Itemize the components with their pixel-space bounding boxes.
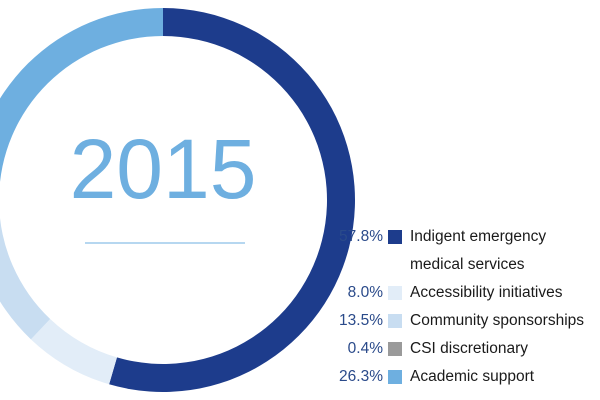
legend-item: 26.3% Academic support [323, 363, 584, 391]
legend-item: 57.8% Indigent emergency medical services [323, 223, 584, 279]
donut-segment [0, 8, 163, 183]
legend-item: 13.5% Community sponsorships [323, 307, 584, 335]
value-label: 8.0% [347, 284, 383, 301]
legend: 57.8% Indigent emergency medical services… [323, 223, 584, 391]
legend-label: CSI discretionary [410, 340, 529, 357]
chart-title: 2015 [70, 122, 257, 216]
legend-label: Indigent emergency medical services [410, 228, 547, 273]
legend-swatch [388, 370, 402, 384]
legend-label: Academic support [410, 368, 535, 385]
donut-segment [30, 319, 117, 385]
legend-swatch [388, 342, 402, 356]
legend-item: 0.4% CSI discretionary [323, 335, 584, 363]
legend-swatch [388, 314, 402, 328]
value-label: 57.8% [339, 228, 383, 245]
value-label: 0.4% [347, 340, 383, 357]
value-label: 26.3% [339, 368, 383, 385]
legend-item: 8.0% Accessibility initiatives [323, 279, 584, 307]
value-label: 13.5% [339, 312, 383, 329]
legend-label: Community sponsorships [410, 312, 585, 329]
legend-swatch [388, 230, 402, 244]
legend-swatch [388, 286, 402, 300]
legend-label: Accessibility initiatives [410, 284, 563, 301]
donut-segment [0, 217, 51, 340]
